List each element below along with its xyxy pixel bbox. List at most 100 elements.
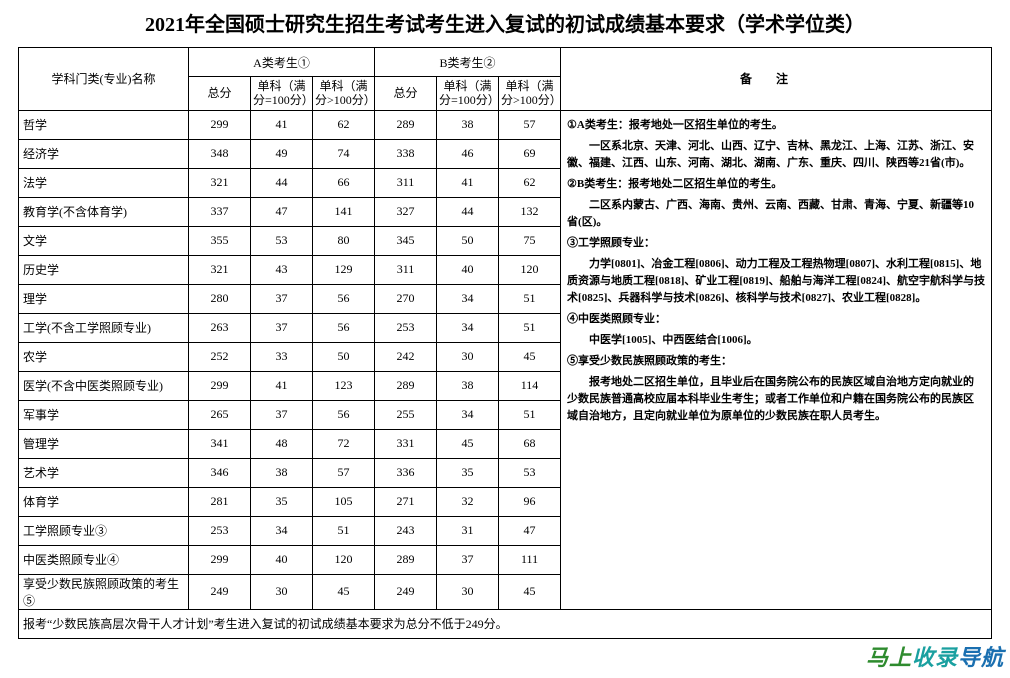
cell-value: 53 — [251, 226, 313, 255]
row-subject: 理学 — [19, 284, 189, 313]
cell-value: 33 — [251, 342, 313, 371]
header-group-a: A类考生① — [189, 48, 375, 77]
row-subject: 经济学 — [19, 139, 189, 168]
cell-value: 57 — [499, 110, 561, 139]
cell-value: 38 — [437, 110, 499, 139]
cell-value: 331 — [375, 429, 437, 458]
cell-value: 31 — [437, 516, 499, 545]
cell-value: 50 — [437, 226, 499, 255]
cell-value: 45 — [499, 342, 561, 371]
row-subject: 文学 — [19, 226, 189, 255]
cell-value: 72 — [313, 429, 375, 458]
cell-value: 56 — [313, 400, 375, 429]
row-subject: 历史学 — [19, 255, 189, 284]
score-table: 学科门类(专业)名称 A类考生① B类考生② 备注 总分 单科（满分=100分）… — [18, 47, 992, 639]
cell-value: 96 — [499, 487, 561, 516]
cell-value: 68 — [499, 429, 561, 458]
cell-value: 45 — [313, 574, 375, 609]
cell-value: 299 — [189, 110, 251, 139]
header-subject: 学科门类(专业)名称 — [19, 48, 189, 111]
cell-value: 56 — [313, 313, 375, 342]
cell-value: 265 — [189, 400, 251, 429]
cell-value: 321 — [189, 168, 251, 197]
header-b-total: 总分 — [375, 77, 437, 111]
footer-note: 报考“少数民族高层次骨干人才计划”考生进入复试的初试成绩基本要求为总分不低于24… — [19, 609, 992, 638]
cell-value: 37 — [251, 284, 313, 313]
cell-value: 38 — [437, 371, 499, 400]
cell-value: 111 — [499, 545, 561, 574]
cell-value: 51 — [499, 313, 561, 342]
cell-value: 141 — [313, 197, 375, 226]
cell-value: 51 — [499, 284, 561, 313]
cell-value: 105 — [313, 487, 375, 516]
cell-value: 30 — [437, 342, 499, 371]
header-group-b: B类考生② — [375, 48, 561, 77]
row-subject: 工学(不含工学照顾专业) — [19, 313, 189, 342]
cell-value: 34 — [251, 516, 313, 545]
cell-value: 129 — [313, 255, 375, 284]
cell-value: 34 — [437, 284, 499, 313]
cell-value: 311 — [375, 255, 437, 284]
cell-value: 299 — [189, 371, 251, 400]
cell-value: 45 — [437, 429, 499, 458]
cell-value: 74 — [313, 139, 375, 168]
cell-value: 32 — [437, 487, 499, 516]
cell-value: 252 — [189, 342, 251, 371]
cell-value: 44 — [251, 168, 313, 197]
cell-value: 66 — [313, 168, 375, 197]
cell-value: 35 — [251, 487, 313, 516]
cell-value: 311 — [375, 168, 437, 197]
cell-value: 120 — [313, 545, 375, 574]
cell-value: 47 — [251, 197, 313, 226]
cell-value: 253 — [375, 313, 437, 342]
header-a-total: 总分 — [189, 77, 251, 111]
cell-value: 45 — [499, 574, 561, 609]
cell-value: 37 — [437, 545, 499, 574]
cell-value: 253 — [189, 516, 251, 545]
cell-value: 41 — [251, 110, 313, 139]
row-subject: 体育学 — [19, 487, 189, 516]
header-b-single100: 单科（满分=100分） — [437, 77, 499, 111]
cell-value: 41 — [437, 168, 499, 197]
row-subject: 享受少数民族照顾政策的考生⑤ — [19, 574, 189, 609]
cell-value: 242 — [375, 342, 437, 371]
cell-value: 51 — [499, 400, 561, 429]
cell-value: 48 — [251, 429, 313, 458]
cell-value: 321 — [189, 255, 251, 284]
cell-value: 46 — [437, 139, 499, 168]
cell-value: 346 — [189, 458, 251, 487]
cell-value: 30 — [251, 574, 313, 609]
cell-value: 37 — [251, 400, 313, 429]
table-row: 哲学29941622893857①A类考生：报考地处一区招生单位的考生。一区系北… — [19, 110, 992, 139]
cell-value: 41 — [251, 371, 313, 400]
cell-value: 355 — [189, 226, 251, 255]
cell-value: 123 — [313, 371, 375, 400]
row-subject: 军事学 — [19, 400, 189, 429]
cell-value: 75 — [499, 226, 561, 255]
row-subject: 医学(不含中医类照顾专业) — [19, 371, 189, 400]
cell-value: 299 — [189, 545, 251, 574]
cell-value: 56 — [313, 284, 375, 313]
cell-value: 249 — [375, 574, 437, 609]
cell-value: 47 — [499, 516, 561, 545]
cell-value: 51 — [313, 516, 375, 545]
row-subject: 教育学(不含体育学) — [19, 197, 189, 226]
cell-value: 37 — [251, 313, 313, 342]
cell-value: 289 — [375, 545, 437, 574]
row-subject: 中医类照顾专业④ — [19, 545, 189, 574]
cell-value: 40 — [251, 545, 313, 574]
cell-value: 132 — [499, 197, 561, 226]
row-subject: 农学 — [19, 342, 189, 371]
cell-value: 338 — [375, 139, 437, 168]
watermark: 马上收录导航 — [866, 640, 1004, 672]
cell-value: 57 — [313, 458, 375, 487]
cell-value: 34 — [437, 313, 499, 342]
cell-value: 289 — [375, 371, 437, 400]
cell-value: 281 — [189, 487, 251, 516]
cell-value: 80 — [313, 226, 375, 255]
cell-value: 271 — [375, 487, 437, 516]
remarks-cell: ①A类考生：报考地处一区招生单位的考生。一区系北京、天津、河北、山西、辽宁、吉林… — [561, 110, 992, 609]
cell-value: 327 — [375, 197, 437, 226]
cell-value: 243 — [375, 516, 437, 545]
cell-value: 30 — [437, 574, 499, 609]
